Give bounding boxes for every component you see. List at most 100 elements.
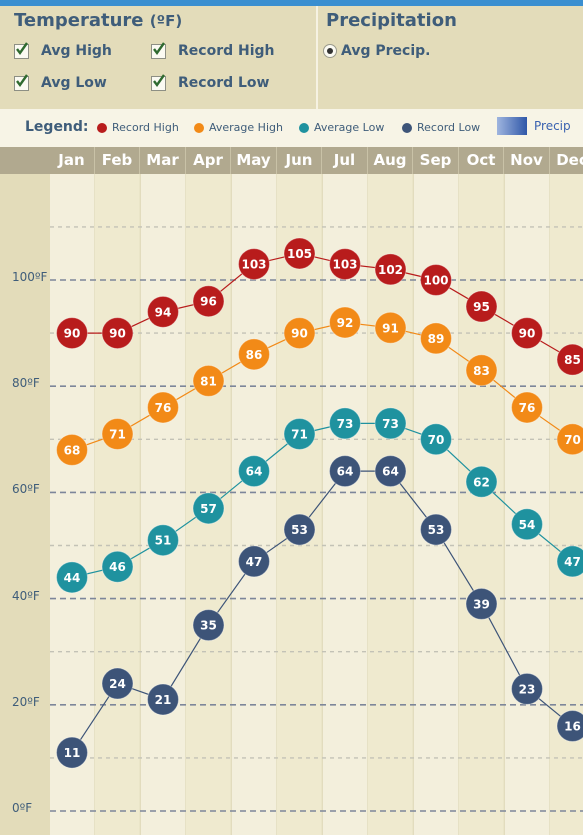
data-point <box>511 317 543 350</box>
check-icon <box>14 73 29 91</box>
data-label: 105 <box>287 247 312 261</box>
check-icon <box>14 41 29 59</box>
data-label: 83 <box>473 364 490 378</box>
data-label: 35 <box>200 619 217 633</box>
data-label: 39 <box>473 597 490 611</box>
data-point <box>420 513 452 546</box>
controls-divider <box>316 6 318 109</box>
month-label: Feb <box>95 147 141 174</box>
data-point <box>192 492 225 525</box>
data-label: 71 <box>291 427 308 441</box>
data-point <box>420 322 452 355</box>
data-label: 102 <box>378 263 403 277</box>
record-high-checkbox[interactable]: Record High <box>151 41 275 59</box>
data-point <box>56 736 88 769</box>
data-point <box>283 417 316 450</box>
data-label: 90 <box>519 327 536 341</box>
record-high-dot-icon <box>97 122 107 133</box>
data-label: 54 <box>519 518 536 532</box>
data-label: 76 <box>519 401 536 415</box>
data-point <box>556 423 583 456</box>
data-point <box>283 513 316 546</box>
record-low-checkbox[interactable]: Record Low <box>151 73 269 91</box>
data-point <box>192 285 225 318</box>
legend-precip: Precip <box>534 119 571 133</box>
controls-panel <box>0 6 583 109</box>
data-point <box>511 672 543 705</box>
month-label: Mar <box>140 147 186 174</box>
y-axis-strip <box>0 174 50 835</box>
data-label: 96 <box>200 295 217 309</box>
data-point <box>56 317 88 350</box>
precip-swatch-icon <box>497 117 527 135</box>
month-label: Jan <box>49 147 95 174</box>
data-label: 100 <box>423 274 448 288</box>
data-label: 73 <box>337 417 354 431</box>
data-point <box>374 407 407 440</box>
data-point <box>238 545 270 578</box>
data-label: 95 <box>473 300 490 314</box>
data-label: 44 <box>64 571 81 585</box>
data-point <box>283 317 316 350</box>
y-tick-label: 100ºF <box>12 270 48 284</box>
data-label: 91 <box>382 321 399 335</box>
data-label: 90 <box>64 327 81 341</box>
data-label: 24 <box>109 677 126 691</box>
legend-record-low: Record Low <box>402 121 480 134</box>
data-point <box>329 306 361 339</box>
data-label: 53 <box>428 523 445 537</box>
precipitation-title: Precipitation <box>326 10 457 31</box>
data-point <box>101 550 134 583</box>
month-label: Jul <box>322 147 368 174</box>
temperature-title: Temperature (ºF) <box>14 10 183 31</box>
month-label: Dec <box>550 147 583 174</box>
data-label: 57 <box>200 502 217 516</box>
data-label: 81 <box>200 374 217 388</box>
month-label: Oct <box>459 147 505 174</box>
check-icon <box>151 41 166 59</box>
data-label: 103 <box>332 258 357 272</box>
data-label: 62 <box>473 475 490 489</box>
legend-record-high: Record High <box>97 121 179 134</box>
legend-bar: Legend: Record High Average High Average… <box>0 109 583 147</box>
data-label: 23 <box>519 682 536 696</box>
data-label: 90 <box>291 327 308 341</box>
data-point <box>465 465 498 498</box>
avg-precip-radio[interactable]: Avg Precip. <box>323 43 430 59</box>
avg-high-checkbox[interactable]: Avg High <box>14 41 112 59</box>
legend-title: Legend: <box>25 119 89 135</box>
data-label: 51 <box>155 534 172 548</box>
data-label: 90 <box>109 327 126 341</box>
data-point <box>465 354 498 387</box>
data-point <box>329 407 361 440</box>
data-point <box>556 343 583 376</box>
average-low-dot-icon <box>299 122 309 133</box>
data-point <box>101 317 134 350</box>
data-point <box>374 455 407 488</box>
legend-average-high: Average High <box>194 121 283 134</box>
month-header: JanFebMarAprMayJunJulAugSepOctNovDec <box>0 147 583 174</box>
record-low-dot-icon <box>402 122 412 133</box>
y-tick-label: 60ºF <box>12 482 40 497</box>
legend-average-low: Average Low <box>299 121 384 134</box>
data-label: 64 <box>337 465 354 479</box>
data-label: 70 <box>564 433 581 447</box>
y-tick-label: 80ºF <box>12 376 40 391</box>
data-point <box>283 237 316 270</box>
data-label: 46 <box>109 560 126 574</box>
avg-low-checkbox[interactable]: Avg Low <box>14 73 107 91</box>
data-label: 47 <box>564 555 581 569</box>
month-label: Apr <box>186 147 232 174</box>
data-point <box>465 587 498 620</box>
data-point <box>556 710 583 743</box>
data-point <box>511 508 543 541</box>
data-label: 89 <box>428 332 445 346</box>
y-tick-label: 0ºF <box>12 801 33 815</box>
data-label: 85 <box>564 353 581 367</box>
month-label: May <box>231 147 277 174</box>
data-point <box>101 417 134 450</box>
data-label: 68 <box>64 443 81 457</box>
data-label: 103 <box>241 258 266 272</box>
data-label: 70 <box>428 433 445 447</box>
